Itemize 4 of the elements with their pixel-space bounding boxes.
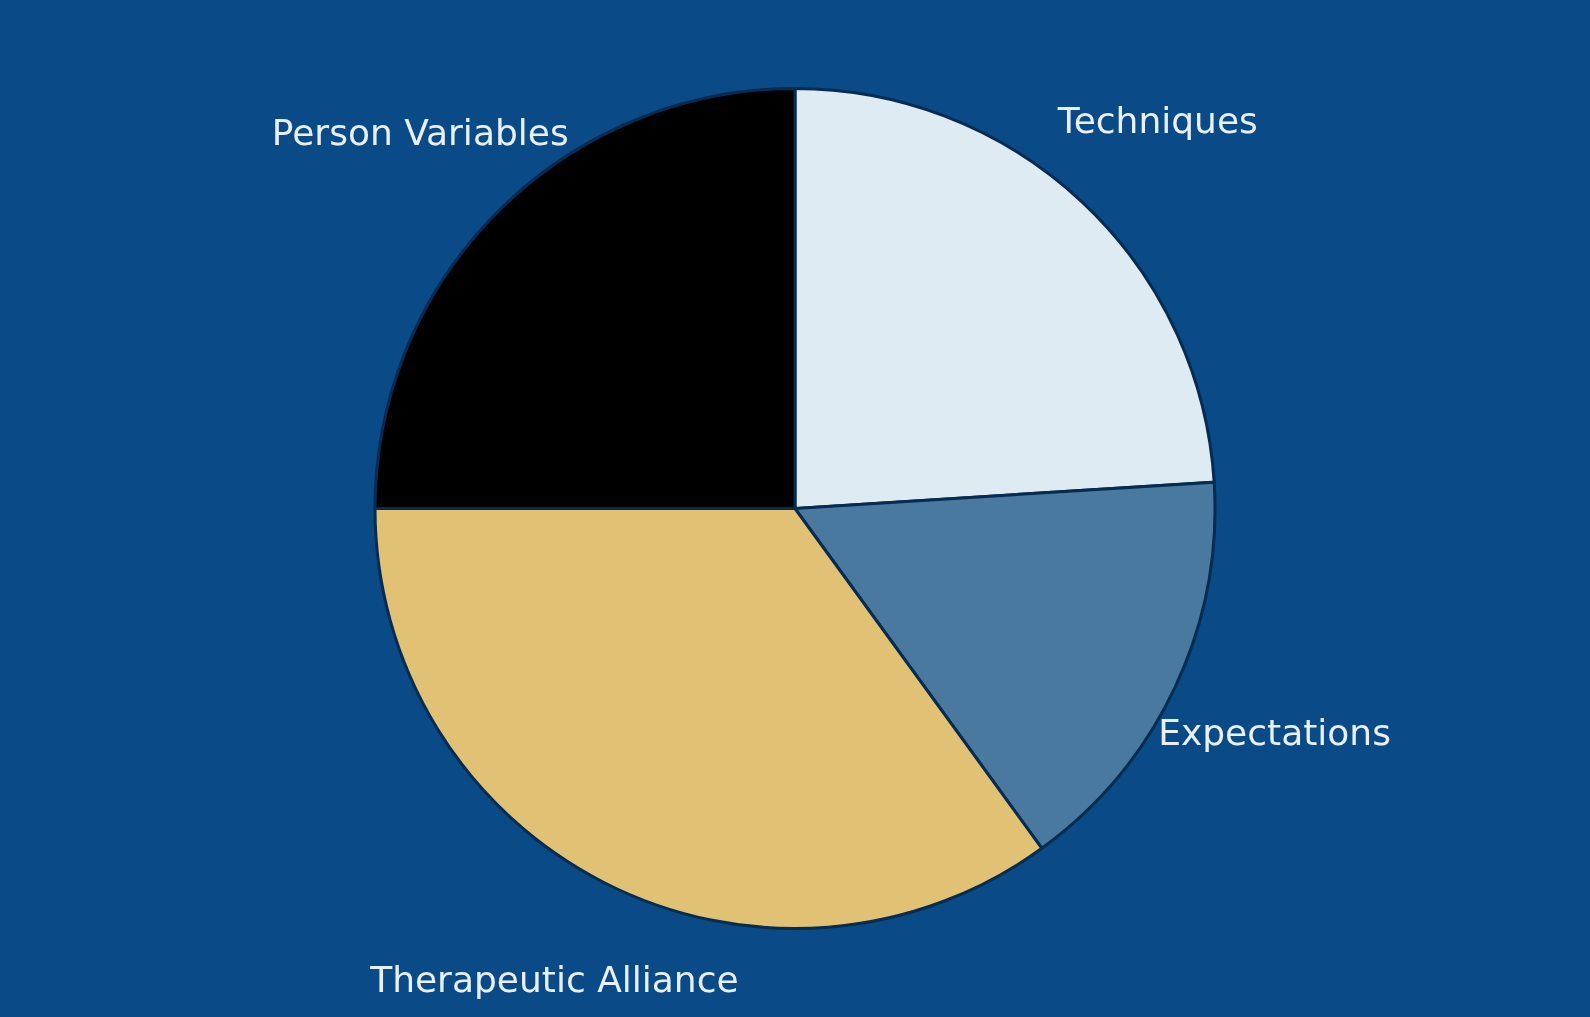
slice-label: Therapeutic Alliance: [369, 958, 739, 1000]
slice-label: Person Variables: [271, 111, 569, 153]
slice-label: Expectations: [1158, 712, 1391, 754]
slice-label: Techniques: [1056, 100, 1258, 142]
